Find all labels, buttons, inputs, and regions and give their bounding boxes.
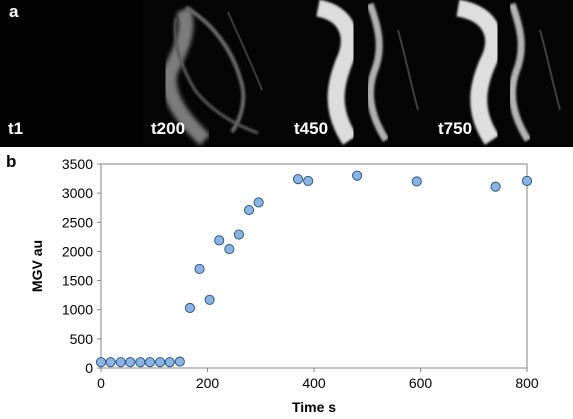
data-point: [490, 181, 501, 192]
mgv-scatter-chart: 0 500 1000 1500 2000 2500 3000 3500 0 200 400 600 80…: [29, 156, 539, 415]
data-point: [204, 294, 215, 305]
y-tick-label: 500: [70, 331, 94, 347]
frame-t450-image: [286, 0, 430, 147]
chart-points: [95, 170, 533, 368]
data-point: [95, 357, 107, 368]
data-point: [253, 197, 264, 208]
data-point: [105, 357, 116, 368]
frame-t1-image: [0, 0, 143, 147]
data-point: [115, 357, 126, 368]
plot-area-border: [100, 163, 528, 369]
y-tick-label: 1500: [62, 273, 93, 289]
frame-t200: t200: [143, 0, 286, 147]
frame-t200-image: [143, 0, 286, 147]
data-point: [164, 357, 175, 368]
data-point: [352, 170, 363, 181]
x-tick-label: 400: [302, 375, 326, 391]
x-tick-label: 200: [196, 375, 220, 391]
x-tick-label: 800: [515, 375, 539, 391]
data-point: [184, 302, 195, 314]
data-point: [214, 235, 225, 246]
data-point: [174, 356, 185, 367]
frame-t1-label: t1: [8, 119, 24, 138]
panel-b-letter: b: [6, 152, 17, 171]
y-tick-label: 3500: [62, 156, 93, 172]
chart-ticks: 0 500 1000 1500 2000 2500 3000 3500 0 200 400 600 80…: [62, 156, 539, 391]
y-axis-label: MGV au: [29, 240, 45, 292]
microscopy-images: [0, 0, 573, 147]
data-point: [194, 263, 205, 274]
data-point: [155, 357, 166, 368]
frame-t750-image: [430, 0, 573, 147]
frame-t450-label: t450: [294, 119, 329, 138]
x-tick-label: 0: [97, 375, 105, 391]
panel-a-letter: a: [9, 2, 19, 21]
data-point: [224, 244, 235, 255]
data-point: [135, 357, 146, 368]
microscopy-strip: t1 t200 t450 t750: [0, 0, 573, 147]
data-point: [303, 175, 314, 186]
frame-t1: t1: [0, 0, 143, 147]
x-tick-label: 600: [409, 375, 433, 391]
data-point: [233, 229, 244, 240]
chart-axes: [100, 163, 528, 369]
frame-t750: t750: [430, 0, 573, 147]
data-point: [521, 175, 533, 186]
y-tick-label: 1000: [62, 302, 93, 318]
frame-t750-label: t750: [438, 119, 473, 138]
data-point: [411, 176, 422, 187]
y-tick-label: 2500: [62, 214, 93, 230]
y-tick-label: 3000: [62, 185, 93, 201]
data-point: [144, 357, 156, 368]
data-point: [292, 174, 304, 185]
frame-t450: t450: [286, 0, 430, 147]
data-point: [243, 204, 255, 216]
data-point: [125, 357, 136, 368]
x-axis-label: Time s: [292, 399, 336, 415]
y-tick-label: 2000: [62, 243, 93, 259]
y-tick-label: 0: [85, 360, 93, 376]
frame-t200-label: t200: [151, 119, 186, 138]
